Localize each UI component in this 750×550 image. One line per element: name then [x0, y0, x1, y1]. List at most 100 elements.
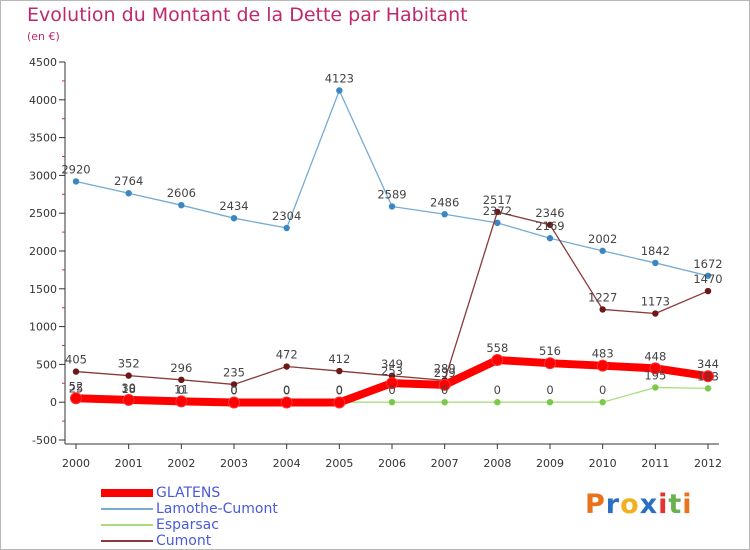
y-tick-label: 1000: [29, 321, 57, 334]
data-label: 2486: [430, 195, 459, 209]
data-point: [441, 211, 448, 218]
data-label: 0: [230, 384, 237, 398]
y-tick-label: 4500: [29, 56, 57, 69]
y-tick-label: 3500: [29, 132, 57, 145]
data-point: [70, 392, 82, 405]
data-label: 30: [121, 381, 136, 395]
data-point: [386, 377, 398, 390]
data-label: 2764: [114, 174, 143, 188]
data-label: 239: [434, 366, 456, 380]
data-point: [72, 178, 80, 185]
y-tick-label: -500: [32, 434, 57, 447]
legend-swatch: [101, 540, 153, 542]
data-point: [333, 396, 346, 409]
x-tick-label: 2002: [167, 457, 195, 470]
data-point: [599, 306, 606, 313]
x-tick-label: 2005: [325, 457, 353, 470]
data-point: [228, 396, 240, 409]
data-label: 516: [539, 344, 561, 358]
data-point: [546, 399, 554, 406]
data-label: 2002: [588, 232, 617, 246]
x-tick-label: 2000: [62, 457, 90, 470]
data-label: 2517: [483, 193, 512, 207]
data-label: 412: [328, 352, 350, 366]
data-label: 2920: [61, 162, 90, 176]
data-label: 0: [494, 383, 501, 397]
data-label: 1842: [641, 244, 670, 258]
data-point: [125, 190, 132, 197]
data-point: [336, 367, 343, 375]
data-point: [175, 395, 188, 408]
data-point: [546, 235, 554, 242]
data-label: 296: [170, 361, 192, 375]
data-label: 405: [65, 353, 87, 367]
logo-letter: t: [668, 489, 683, 520]
data-label: 195: [644, 368, 666, 382]
x-tick-label: 2003: [220, 457, 248, 470]
logo-letter: i: [682, 489, 693, 520]
data-label: 2606: [167, 186, 196, 200]
data-point: [388, 203, 396, 210]
data-label: 2372: [483, 204, 512, 218]
data-point: [494, 208, 501, 216]
data-point: [544, 357, 556, 370]
data-point: [72, 368, 80, 375]
data-label: 558: [486, 341, 508, 355]
data-point: [178, 201, 185, 209]
data-point: [494, 399, 501, 406]
data-point: [441, 399, 448, 406]
y-tick-label: 500: [36, 358, 57, 371]
data-label: 2434: [219, 199, 248, 213]
data-label: 0: [283, 383, 290, 397]
y-tick-label: 2500: [29, 207, 57, 220]
data-point: [704, 287, 712, 295]
data-label: 0: [283, 384, 290, 398]
data-label: 25: [69, 381, 84, 395]
series-line: [75, 89, 709, 277]
x-tick-label: 2011: [641, 457, 669, 470]
legend-label: Esparsac: [156, 517, 219, 533]
data-label: 0: [336, 383, 343, 397]
x-tick-label: 2004: [273, 457, 301, 470]
x-tick-label: 2006: [378, 457, 406, 470]
data-label: 52: [69, 379, 84, 393]
data-label: 2589: [377, 187, 406, 201]
data-label: 289: [434, 361, 456, 375]
data-label: 0: [388, 383, 395, 397]
data-point: [125, 372, 132, 379]
data-label: 0: [546, 383, 553, 397]
data-point: [230, 381, 238, 388]
x-tick-label: 2009: [536, 457, 564, 470]
data-label: 349: [381, 357, 403, 371]
data-label: 11: [174, 382, 189, 396]
data-label: 344: [697, 357, 719, 371]
series-cumont: [72, 208, 712, 388]
data-label: 1227: [588, 290, 617, 304]
logo-letter: i: [658, 489, 669, 520]
data-label: 0: [336, 384, 343, 398]
data-point: [388, 399, 396, 406]
data-point: [599, 399, 606, 406]
data-label: 183: [697, 369, 719, 383]
data-point: [230, 214, 238, 222]
data-label: 2169: [535, 219, 564, 233]
data-label: 1173: [641, 295, 670, 309]
data-label: 352: [118, 357, 140, 371]
data-label: 235: [223, 365, 245, 379]
data-label: 253: [381, 364, 403, 378]
data-label: 0: [441, 383, 448, 397]
proxiti-logo: Proxiti: [585, 489, 693, 520]
data-label: 1672: [693, 257, 722, 271]
data-point: [652, 384, 659, 391]
data-point: [546, 221, 554, 229]
data-label: 0: [178, 383, 185, 397]
data-label: 4123: [325, 72, 354, 86]
data-point: [652, 310, 659, 317]
data-label: 18: [121, 382, 136, 396]
y-tick-label: 1500: [29, 283, 57, 296]
data-label: 0: [599, 383, 606, 397]
unit-label: (en €): [27, 30, 60, 43]
x-tick-label: 2001: [115, 457, 143, 470]
